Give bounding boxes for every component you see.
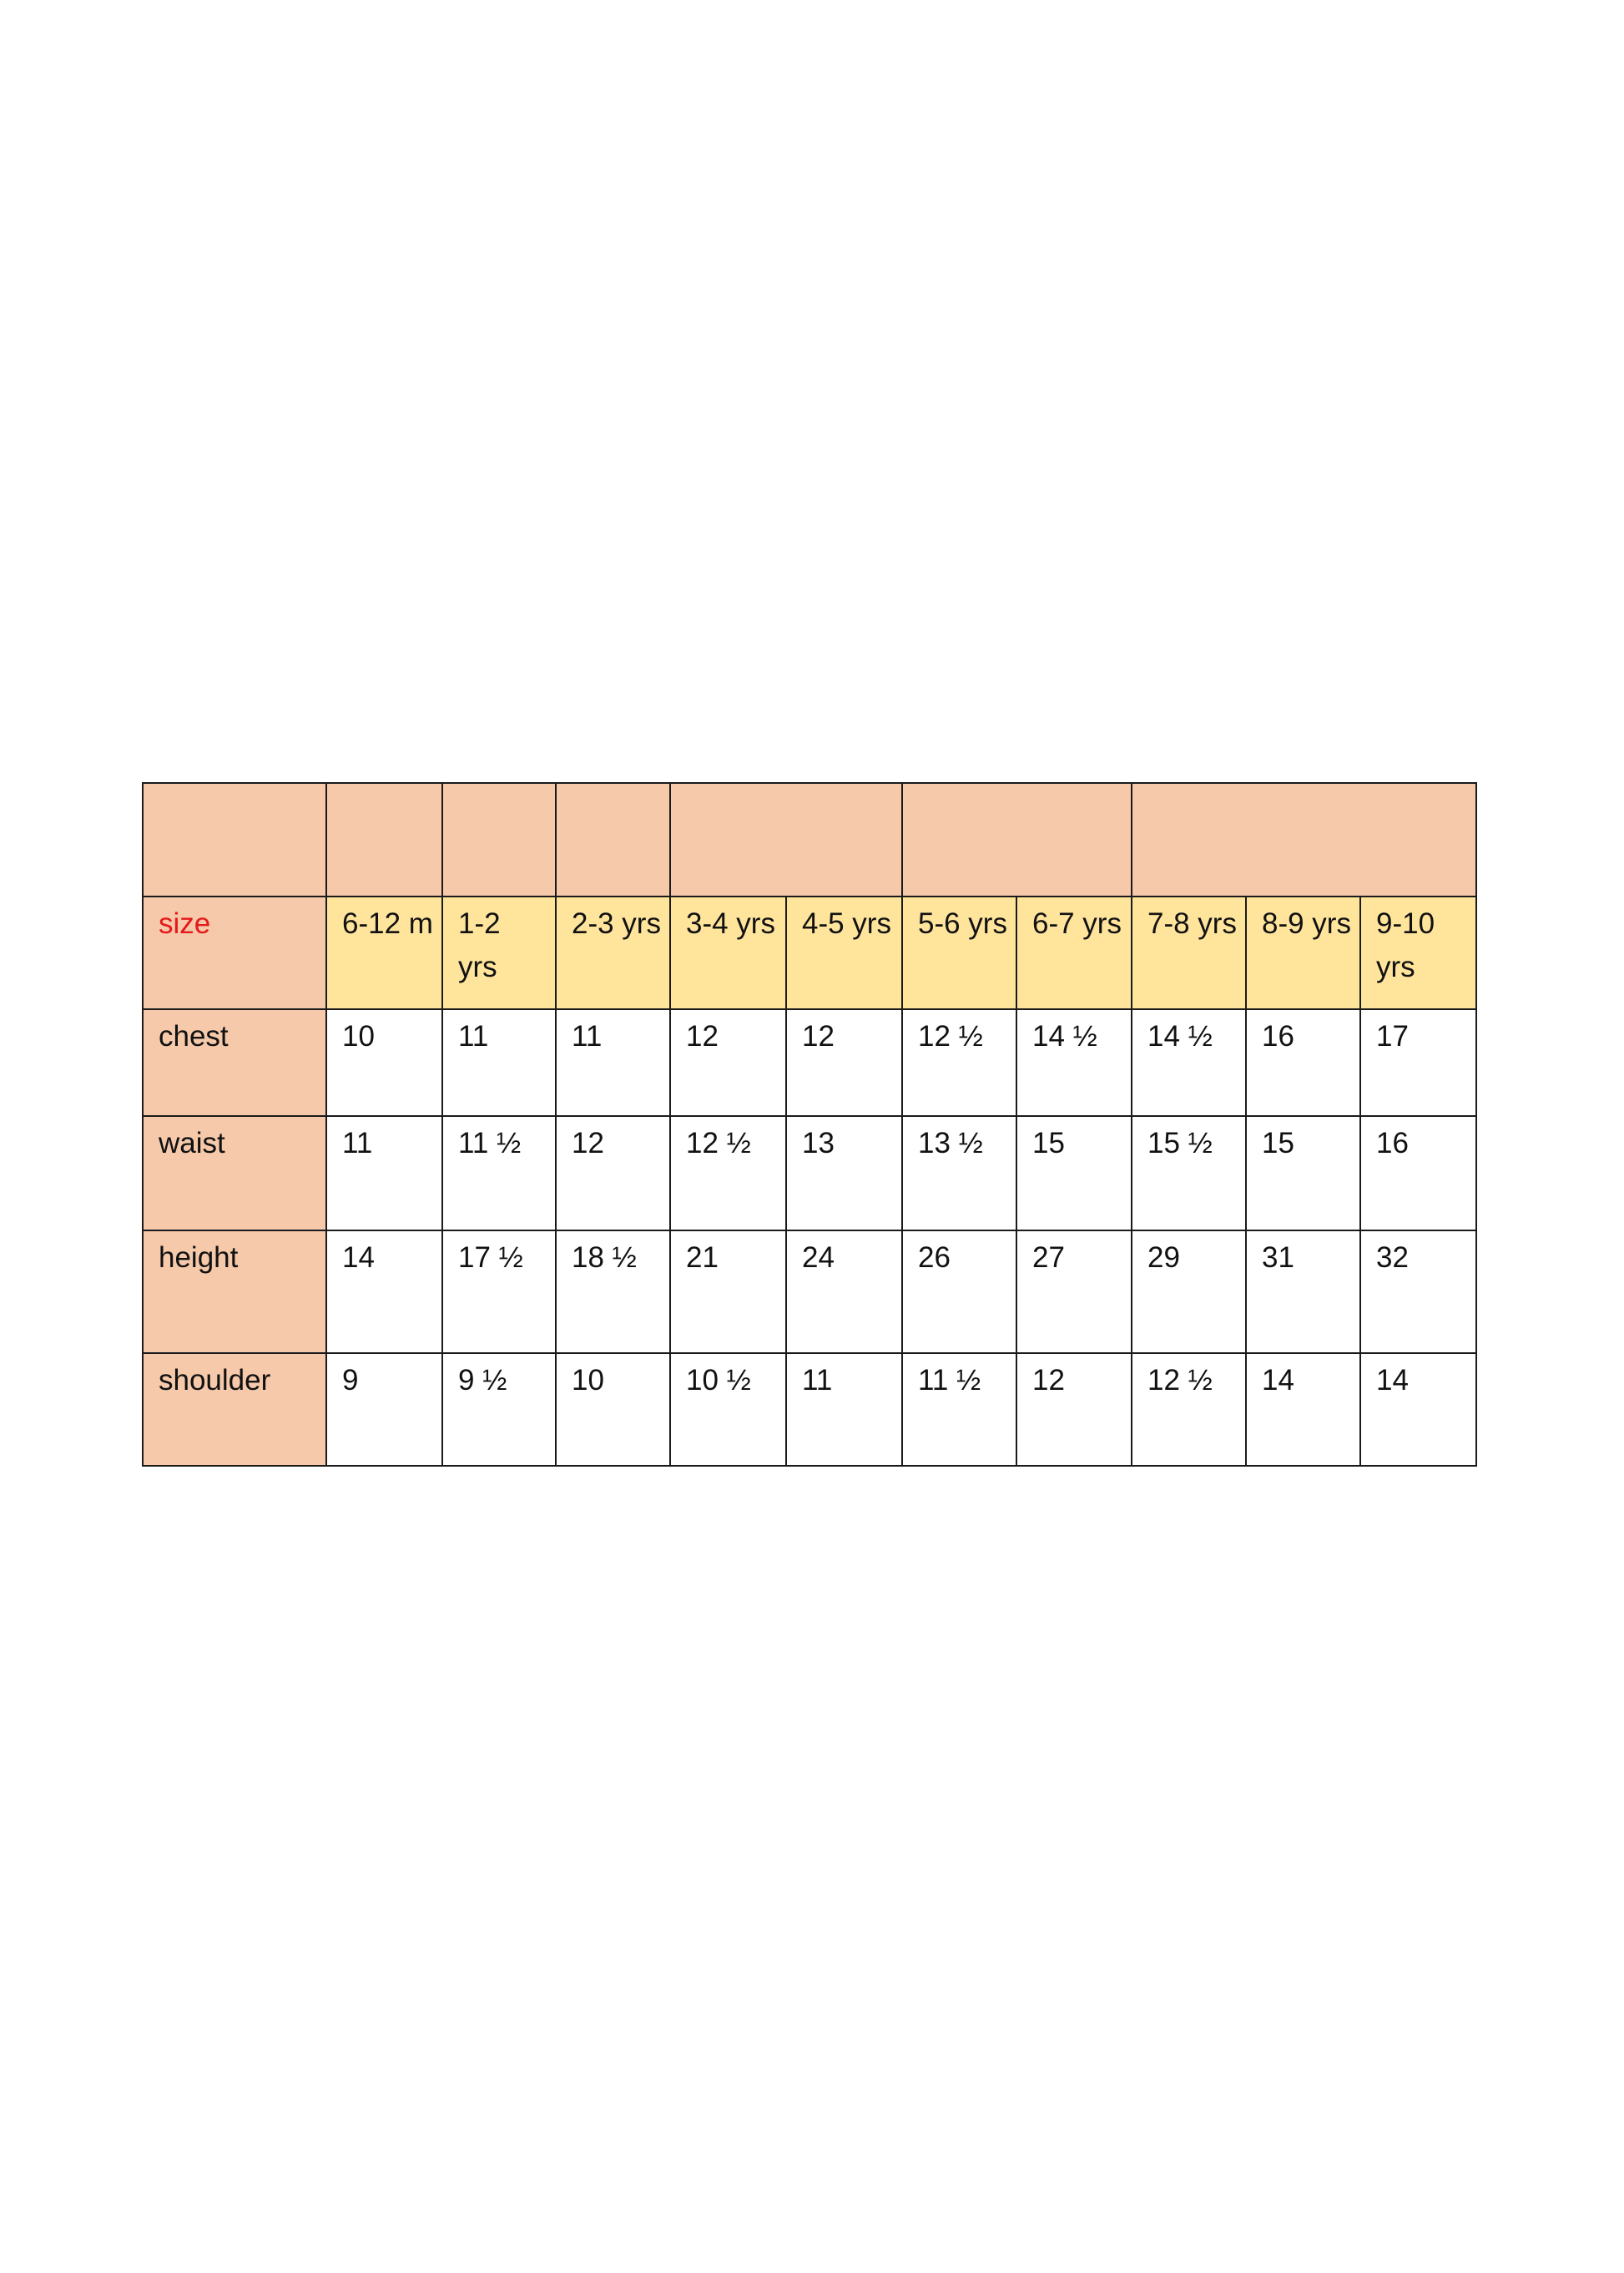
measurement-cell: 11 ½ xyxy=(901,1352,1017,1467)
measurement-cell: 15 ½ xyxy=(1131,1115,1247,1231)
measurement-cell: 17 xyxy=(1359,1008,1477,1117)
measurement-cell: 11 xyxy=(555,1008,671,1117)
size-row: size 6-12 m 1-2 yrs 2-3 yrs 3-4 yrs 4-5 yrs 5… xyxy=(142,896,1477,1010)
size-header-cell: 5-6 yrs xyxy=(901,896,1017,1010)
measurement-cell: 14 ½ xyxy=(1016,1008,1132,1117)
measurement-cell: 24 xyxy=(785,1230,903,1354)
measurement-cell: 31 xyxy=(1245,1230,1361,1354)
size-header-cell: 9-10 yrs xyxy=(1359,896,1477,1010)
table-row: height 14 17 ½ 18 ½ 21 24 26 27 29 31 32 xyxy=(142,1230,1477,1354)
measurement-cell: 14 ½ xyxy=(1131,1008,1247,1117)
measurement-cell: 11 ½ xyxy=(441,1115,557,1231)
measurement-cell: 12 xyxy=(669,1008,787,1117)
measurement-cell: 9 xyxy=(325,1352,443,1467)
size-header-cell: 6-7 yrs xyxy=(1016,896,1132,1010)
table-row: chest 10 11 11 12 12 12 ½ 14 ½ 14 ½ 16 17 xyxy=(142,1008,1477,1117)
size-header-cell: 2-3 yrs xyxy=(555,896,671,1010)
measurement-cell: 14 xyxy=(1245,1352,1361,1467)
size-header-cell: 6-12 m xyxy=(325,896,443,1010)
header-cell xyxy=(142,782,327,897)
header-cell xyxy=(555,782,671,897)
measurement-cell: 17 ½ xyxy=(441,1230,557,1354)
size-label: size xyxy=(142,896,327,1010)
row-label: shoulder xyxy=(142,1352,327,1467)
measurement-cell: 13 xyxy=(785,1115,903,1231)
header-cell xyxy=(669,782,903,897)
measurement-cell: 12 ½ xyxy=(901,1008,1017,1117)
measurement-cell: 15 xyxy=(1016,1115,1132,1231)
header-row-empty xyxy=(142,782,1477,897)
header-cell xyxy=(901,782,1132,897)
header-cell xyxy=(441,782,557,897)
measurement-cell: 12 ½ xyxy=(1131,1352,1247,1467)
size-header-cell: 1-2 yrs xyxy=(441,896,557,1010)
measurement-cell: 13 ½ xyxy=(901,1115,1017,1231)
table-row: shoulder 9 9 ½ 10 10 ½ 11 11 ½ 12 12 ½ 14 14 xyxy=(142,1352,1477,1467)
measurement-cell: 11 xyxy=(785,1352,903,1467)
measurement-cell: 16 xyxy=(1245,1008,1361,1117)
measurement-cell: 10 xyxy=(555,1352,671,1467)
table-row: waist 11 11 ½ 12 12 ½ 13 13 ½ 15 15 ½ 15 16 xyxy=(142,1115,1477,1231)
row-label: chest xyxy=(142,1008,327,1117)
measurement-cell: 11 xyxy=(441,1008,557,1117)
header-cell xyxy=(1131,782,1477,897)
measurement-cell: 12 xyxy=(555,1115,671,1231)
measurement-cell: 32 xyxy=(1359,1230,1477,1354)
measurement-cell: 12 xyxy=(1016,1352,1132,1467)
size-header-cell: 8-9 yrs xyxy=(1245,896,1361,1010)
measurement-cell: 12 ½ xyxy=(669,1115,787,1231)
measurement-cell: 10 xyxy=(325,1008,443,1117)
measurement-cell: 27 xyxy=(1016,1230,1132,1354)
size-header-cell: 7-8 yrs xyxy=(1131,896,1247,1010)
size-header-cell: 3-4 yrs xyxy=(669,896,787,1010)
measurement-cell: 21 xyxy=(669,1230,787,1354)
header-cell xyxy=(325,782,443,897)
row-label: height xyxy=(142,1230,327,1354)
measurement-cell: 9 ½ xyxy=(441,1352,557,1467)
measurement-cell: 14 xyxy=(325,1230,443,1354)
measurement-cell: 26 xyxy=(901,1230,1017,1354)
measurement-cell: 29 xyxy=(1131,1230,1247,1354)
measurement-cell: 18 ½ xyxy=(555,1230,671,1354)
measurement-cell: 16 xyxy=(1359,1115,1477,1231)
measurement-cell: 12 xyxy=(785,1008,903,1117)
measurement-cell: 15 xyxy=(1245,1115,1361,1231)
size-header-cell: 4-5 yrs xyxy=(785,896,903,1010)
size-chart-table: size 6-12 m 1-2 yrs 2-3 yrs 3-4 yrs 4-5 yrs 5… xyxy=(142,782,1477,1467)
row-label: waist xyxy=(142,1115,327,1231)
measurement-cell: 11 xyxy=(325,1115,443,1231)
measurement-cell: 10 ½ xyxy=(669,1352,787,1467)
measurement-cell: 14 xyxy=(1359,1352,1477,1467)
